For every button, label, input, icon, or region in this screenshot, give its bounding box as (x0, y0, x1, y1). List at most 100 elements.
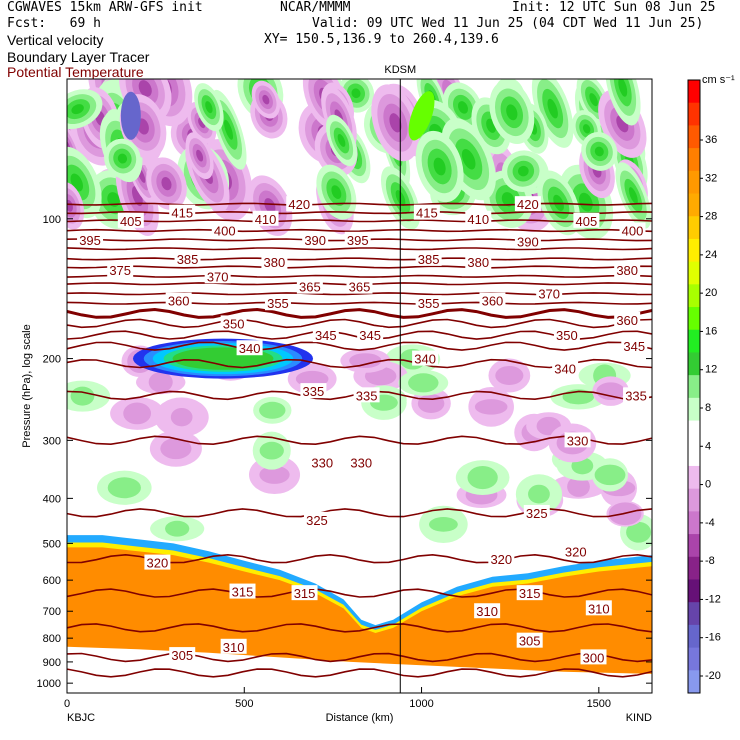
contour-label-bg (220, 638, 247, 654)
colorbar-label: -12 (705, 593, 721, 605)
contour-label-bg (174, 250, 201, 266)
downdraft-contour (295, 370, 329, 387)
contour-label: 355 (267, 296, 289, 311)
field-label-bl-tracer: Boundary Layer Tracer (7, 49, 150, 65)
downdraft-contour (389, 113, 402, 133)
updraft-contour (224, 119, 234, 140)
contour-label: 370 (538, 287, 560, 302)
contour-label: 365 (299, 280, 321, 295)
x-tick-label: 0 (64, 698, 70, 710)
contour-label: 385 (177, 252, 199, 267)
y-tick-label: 900 (43, 657, 61, 669)
contour-label-bg (77, 231, 104, 247)
updraft-contour (626, 521, 652, 543)
contour-label-bg (585, 600, 612, 616)
downdraft-core (120, 91, 141, 140)
colorbar-label: -20 (705, 670, 721, 682)
colorbar-label: 0 (705, 479, 711, 491)
contour-label-bg (252, 210, 279, 226)
contour-label: 325 (306, 513, 328, 528)
contour-label-bg (573, 212, 600, 228)
contour-label: 420 (288, 197, 310, 212)
init-time: Init: 12 UTC Sun 08 Jun 25 (512, 0, 716, 15)
contour-label: 300 (583, 650, 605, 665)
updraft-contour (517, 165, 529, 177)
contour-label-bg (514, 196, 541, 212)
contour-label-bg (303, 511, 330, 527)
updraft-contour (259, 401, 286, 419)
contour-label-bg (488, 550, 515, 566)
y-tick-label: 400 (43, 493, 61, 505)
contour-label: 405 (120, 214, 142, 229)
contour-label-bg (413, 204, 440, 220)
plot-field: 420 415 410 405 400 395 390 395 385 380 375 370 365 3… (67, 79, 652, 693)
contour-label: 340 (554, 361, 576, 376)
x-tick-label: 500 (235, 698, 253, 710)
forecast-hour: Fcst: 69 h (7, 16, 101, 31)
contour-label-bg (553, 327, 580, 343)
downdraft-contour (148, 371, 173, 393)
colorbar-segment (688, 579, 700, 603)
theta-contour-385 (67, 265, 652, 269)
colorbar-unit: cm s⁻¹ (702, 74, 735, 86)
field-label-vertical-velocity: Vertical velocity (7, 32, 104, 48)
contour-label: 335 (303, 384, 325, 399)
colorbar-label: 36 (705, 134, 717, 146)
contour-label-bg (623, 387, 650, 403)
plot-frame (66, 78, 653, 694)
updraft-contour (351, 88, 361, 99)
theta-contour-300 (67, 668, 652, 678)
colorbar-segment (688, 375, 700, 399)
downdraft-contour (196, 149, 204, 162)
contour-label-bg (236, 340, 263, 356)
contour-label-bg (117, 212, 144, 228)
contour-label: 380 (467, 255, 489, 270)
updraft-contour (618, 79, 628, 97)
colorbar-label: -16 (705, 632, 721, 644)
xy-coordinates: XY= 150.5,136.9 to 260.4,139.6 (264, 32, 499, 47)
contour-label-bg (619, 222, 646, 238)
y-tick-label: 500 (43, 538, 61, 550)
theta-contour-325 (67, 508, 652, 518)
downdraft-contour (262, 94, 270, 105)
contour-label: 315 (519, 586, 541, 601)
y-tick-label: 200 (43, 354, 61, 366)
contour-label-bg (564, 432, 591, 448)
contour-label: 400 (622, 224, 644, 239)
colorbar-segment (688, 329, 700, 353)
contour-label-bg (261, 254, 288, 270)
updraft-contour (331, 185, 342, 200)
updraft-contour (457, 101, 468, 114)
contour-label: 325 (526, 506, 548, 521)
contour-label-bg (474, 603, 501, 619)
x-axis-label: Distance (km) (326, 712, 394, 724)
contour-label: 315 (294, 586, 316, 601)
contour-label: 390 (517, 235, 539, 250)
contour-label-bg (229, 583, 256, 599)
contour-label: 415 (416, 206, 438, 221)
updraft-contour (429, 517, 458, 532)
downdraft-contour (138, 80, 152, 97)
contour-label: 395 (79, 233, 101, 248)
contour-label: 410 (467, 212, 489, 227)
contour-label: 395 (347, 233, 369, 248)
contour-label: 400 (214, 224, 236, 239)
contour-label-bg (552, 360, 579, 376)
contour-label-bg (144, 554, 171, 570)
contour-label: 305 (519, 634, 541, 649)
model-title: CGWAVES 15km ARW-GFS init (7, 0, 203, 15)
colorbar-segment (688, 238, 700, 263)
contour-label-bg (536, 285, 563, 301)
colorbar-segment (688, 443, 700, 467)
downdraft-contour (474, 399, 508, 415)
downdraft-contour (596, 382, 625, 401)
station-label-left: KBJC (67, 712, 95, 724)
y-tick-label: 100 (43, 214, 61, 226)
contour-label-bg (312, 327, 339, 343)
contour-label: 305 (171, 648, 193, 663)
colorbar-segment (688, 624, 700, 649)
contour-label: 330 (311, 456, 333, 471)
theta-contour-330 (67, 435, 652, 446)
contour-label-bg (165, 292, 192, 308)
